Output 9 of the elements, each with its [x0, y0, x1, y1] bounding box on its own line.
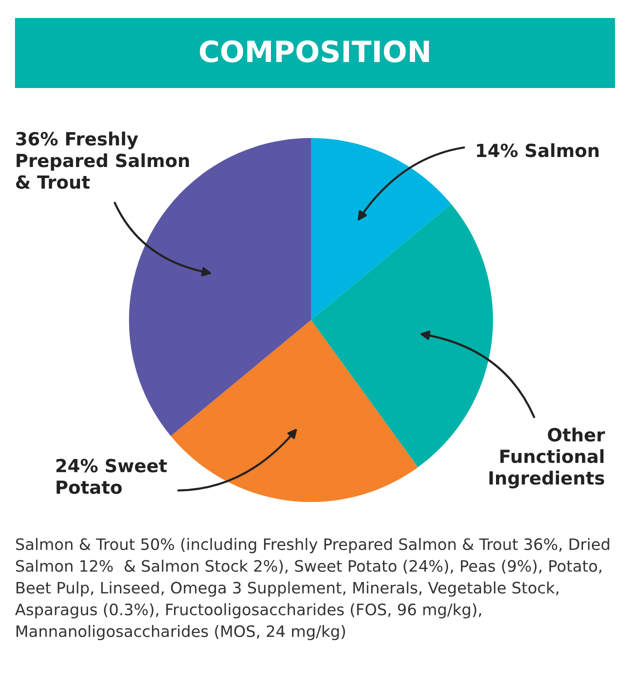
pie-slice	[170, 320, 418, 502]
chart-title: COMPOSITION	[200, 40, 429, 62]
slice-label: Other Functional Ingredients	[489, 428, 605, 488]
slice-label: 14% Salmon	[477, 143, 599, 158]
pie-slice	[311, 204, 493, 468]
text: Salmon & Trout 50% (including Freshly Prepared Salmon & Trout 36%, Dried Salmon 12% & Salmon Stock 2%), Sweet Potato (24%), Peas (9%), Potato, Beet Pulp, Linseed, Omega 3 Supplement, Minerals, Vegetable Stock, Asparagus (0.3%), Fructooligosaccharides (FOS, 96 mg/kg), Mannanoligosaccharides (MOS, 24 mg/kg)	[15, 538, 610, 640]
slice-label: 24% Sweet Potato	[56, 458, 167, 494]
slice-label: 36% Freshly Prepared Salmon & Trout	[16, 132, 189, 189]
pie-slice	[311, 138, 452, 320]
